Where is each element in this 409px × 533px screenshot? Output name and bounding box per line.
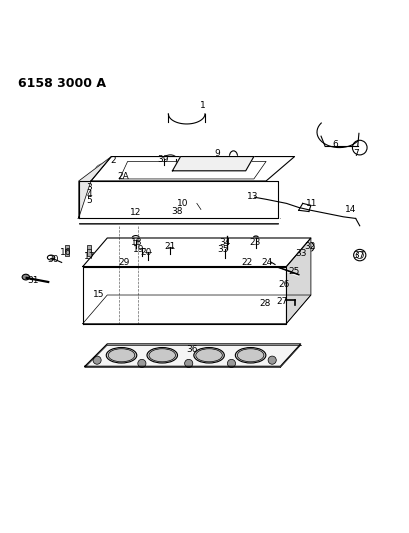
- Ellipse shape: [98, 289, 120, 305]
- Ellipse shape: [158, 267, 174, 274]
- Text: 6: 6: [332, 140, 337, 149]
- Text: 22: 22: [240, 258, 252, 267]
- Circle shape: [92, 312, 102, 322]
- Polygon shape: [172, 157, 253, 171]
- Text: 6158 3000 A: 6158 3000 A: [18, 77, 106, 90]
- Text: 12: 12: [130, 208, 141, 217]
- Ellipse shape: [22, 274, 29, 280]
- Text: 7: 7: [352, 149, 358, 158]
- Ellipse shape: [106, 348, 137, 363]
- Text: 3: 3: [86, 183, 92, 191]
- Text: 2A: 2A: [117, 172, 129, 181]
- Text: 37: 37: [352, 251, 364, 260]
- Polygon shape: [85, 344, 300, 366]
- Circle shape: [267, 356, 276, 364]
- Text: 27: 27: [275, 296, 287, 305]
- Polygon shape: [83, 238, 310, 266]
- Text: 23: 23: [248, 238, 260, 247]
- Text: 13: 13: [247, 192, 258, 201]
- Circle shape: [267, 312, 277, 322]
- Ellipse shape: [146, 289, 169, 305]
- Text: 8: 8: [226, 158, 232, 167]
- Ellipse shape: [204, 251, 222, 260]
- Text: 5: 5: [86, 196, 92, 205]
- Polygon shape: [286, 238, 310, 324]
- Bar: [64, 245, 68, 252]
- Text: 39: 39: [157, 155, 169, 164]
- Bar: [64, 249, 68, 255]
- Ellipse shape: [155, 251, 173, 260]
- Ellipse shape: [207, 267, 222, 274]
- Polygon shape: [91, 157, 294, 181]
- Ellipse shape: [114, 251, 133, 260]
- Circle shape: [93, 356, 101, 364]
- Text: 11: 11: [305, 199, 317, 208]
- Text: 18: 18: [130, 238, 142, 247]
- Circle shape: [184, 359, 192, 367]
- Polygon shape: [83, 266, 286, 324]
- Text: 24: 24: [261, 258, 272, 267]
- Ellipse shape: [244, 251, 263, 260]
- Circle shape: [136, 312, 146, 322]
- Text: 21: 21: [164, 243, 175, 252]
- Ellipse shape: [196, 289, 218, 305]
- Text: 25: 25: [288, 267, 299, 276]
- Ellipse shape: [146, 348, 177, 363]
- Text: 14: 14: [344, 205, 355, 214]
- Circle shape: [137, 359, 146, 367]
- Text: 32: 32: [303, 243, 315, 252]
- Text: 31: 31: [27, 276, 39, 285]
- Text: 9: 9: [214, 149, 220, 158]
- Text: 17: 17: [84, 252, 96, 261]
- Text: 16: 16: [60, 248, 71, 257]
- Text: 29: 29: [117, 258, 129, 267]
- Bar: [87, 249, 91, 255]
- Text: 36: 36: [186, 345, 197, 354]
- Text: 30: 30: [47, 255, 59, 264]
- Circle shape: [227, 359, 235, 367]
- Text: 1: 1: [200, 101, 205, 110]
- Text: 4: 4: [86, 190, 92, 198]
- Ellipse shape: [117, 267, 133, 274]
- Ellipse shape: [193, 348, 224, 363]
- Polygon shape: [79, 157, 111, 217]
- Text: 19: 19: [133, 245, 144, 254]
- Text: 20: 20: [140, 248, 151, 257]
- Text: 33: 33: [294, 249, 306, 258]
- Bar: [87, 245, 91, 252]
- Circle shape: [224, 312, 234, 322]
- Ellipse shape: [247, 267, 263, 274]
- Text: 35: 35: [217, 245, 229, 254]
- Text: 2: 2: [110, 156, 116, 165]
- Circle shape: [180, 312, 189, 322]
- Text: 38: 38: [171, 207, 182, 216]
- Text: 15: 15: [92, 290, 104, 298]
- Ellipse shape: [244, 289, 266, 305]
- Text: 34: 34: [218, 238, 230, 247]
- Polygon shape: [79, 181, 278, 217]
- Text: 10: 10: [176, 199, 188, 208]
- Ellipse shape: [235, 348, 265, 363]
- Text: 26: 26: [278, 280, 290, 289]
- Text: 28: 28: [259, 300, 270, 309]
- Ellipse shape: [253, 236, 258, 239]
